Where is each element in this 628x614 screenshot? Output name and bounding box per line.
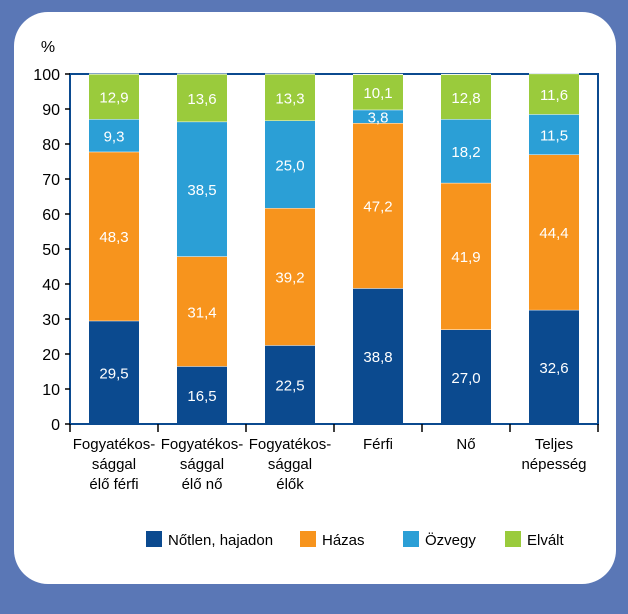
legend-label: Házas <box>322 532 365 549</box>
y-tick-label: 0 <box>51 417 60 434</box>
bar-segment <box>177 74 227 122</box>
x-tick-label: élő férfi <box>89 476 138 493</box>
plot-frame <box>69 73 599 425</box>
data-label: 11,6 <box>540 87 568 104</box>
bar-segment <box>89 151 139 321</box>
data-label: 22,5 <box>275 378 304 395</box>
bar-segment <box>265 74 315 121</box>
data-label: 16,5 <box>187 388 216 405</box>
data-label: 12,9 <box>99 90 128 107</box>
data-label: 38,8 <box>363 349 392 366</box>
bar-segment <box>89 74 139 120</box>
data-label: 48,3 <box>99 229 128 246</box>
bar-segment <box>353 109 403 123</box>
bar-segment <box>177 121 227 257</box>
x-tick-label: élő nő <box>182 476 223 493</box>
legend-swatch <box>403 531 419 547</box>
y-tick-label: 90 <box>42 102 60 119</box>
bar-segment <box>353 288 403 424</box>
x-tick-label: sággal <box>180 456 224 473</box>
bar-segment <box>177 256 227 367</box>
legend-label: Nőtlen, hajadon <box>168 532 273 549</box>
bar-segment <box>265 345 315 424</box>
data-label: 11,5 <box>540 127 568 144</box>
y-tick-label: 80 <box>42 137 60 154</box>
bar-segment <box>353 123 403 289</box>
bar-segment <box>177 366 227 424</box>
data-label: 41,9 <box>451 249 480 266</box>
y-tick-label: 70 <box>42 172 60 189</box>
bar-segment <box>529 73 579 115</box>
legend-swatch <box>505 531 521 547</box>
y-tick-label: 100 <box>33 67 60 84</box>
x-tick-label: Teljes <box>535 436 573 453</box>
x-tick-label: Nő <box>456 436 475 453</box>
y-tick-label: 50 <box>42 242 60 259</box>
data-label: 47,2 <box>363 199 392 216</box>
bar-segment <box>353 74 403 110</box>
bar-segment <box>265 208 315 346</box>
data-label: 27,0 <box>451 370 480 387</box>
data-label: 25,0 <box>275 157 304 174</box>
bar-segment <box>89 320 139 424</box>
legend-label: Özvegy <box>425 531 476 549</box>
data-label: 39,2 <box>275 270 304 287</box>
data-label: 29,5 <box>99 365 128 382</box>
x-tick-label: sággal <box>92 456 136 473</box>
bar-segment <box>441 119 491 183</box>
data-label: 38,5 <box>187 182 216 199</box>
legend-swatch <box>300 531 316 547</box>
y-tick-label: 20 <box>42 347 60 364</box>
bar-segment <box>89 119 139 152</box>
bar-segment <box>529 114 579 155</box>
data-label: 3,8 <box>368 109 389 126</box>
x-tick-label: élők <box>276 476 304 493</box>
x-tick-label: Férfi <box>363 436 393 453</box>
data-label: 9,3 <box>104 128 125 145</box>
data-label: 12,8 <box>451 90 480 107</box>
legend-swatch <box>146 531 162 547</box>
data-label: 32,6 <box>539 360 568 377</box>
x-tick-label: Fogyatékos- <box>249 436 332 453</box>
bar-segment <box>529 309 579 424</box>
y-tick-label: 60 <box>42 207 60 224</box>
bar-segment <box>441 329 491 424</box>
bar-segment <box>529 154 579 310</box>
bar-segment <box>441 182 491 330</box>
y-tick-label: 30 <box>42 312 60 329</box>
data-label: 10,1 <box>363 85 392 102</box>
data-label: 44,4 <box>539 225 568 242</box>
y-tick-label: 10 <box>42 382 60 399</box>
x-tick-label: sággal <box>268 456 312 473</box>
data-label: 31,4 <box>187 304 216 321</box>
x-tick-label: Fogyatékos- <box>73 436 156 453</box>
data-label: 13,3 <box>275 90 304 107</box>
x-tick-label: Fogyatékos- <box>161 436 244 453</box>
legend-label: Elvált <box>527 532 565 549</box>
bar-segment <box>265 120 315 209</box>
x-tick-label: népesség <box>521 456 586 473</box>
data-label: 13,6 <box>187 91 216 108</box>
bar-segment <box>441 74 491 120</box>
y-axis-label: % <box>41 39 55 56</box>
y-tick-label: 40 <box>42 277 60 294</box>
data-label: 18,2 <box>451 144 480 161</box>
